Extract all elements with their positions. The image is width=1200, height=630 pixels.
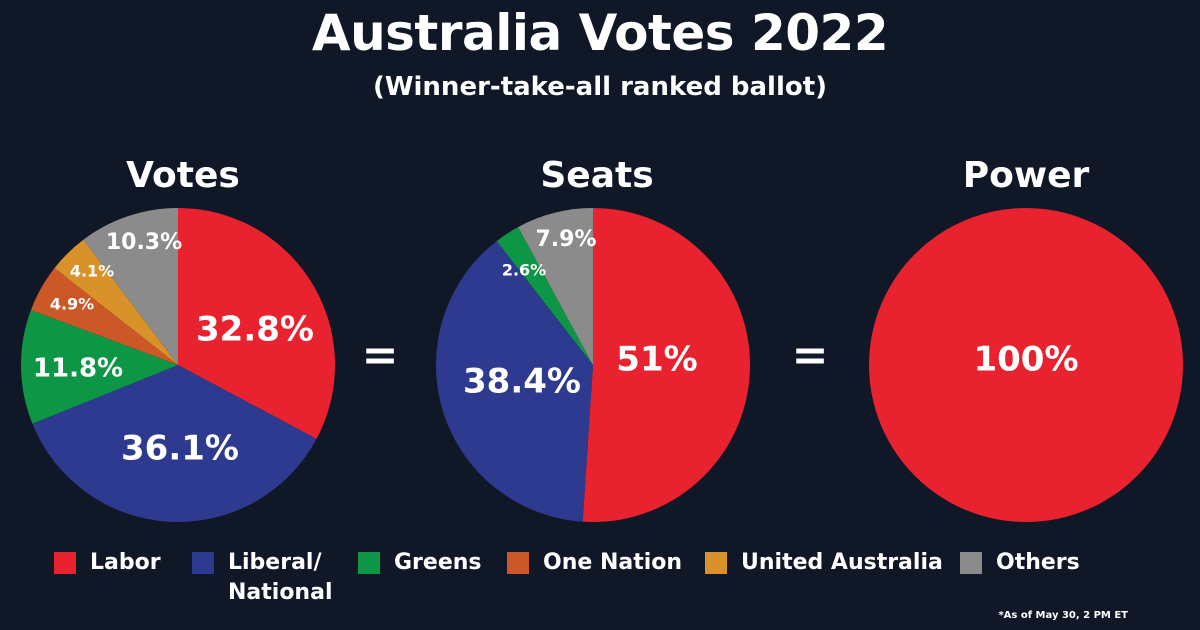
slice-label-others: 10.3%	[106, 230, 182, 255]
legend-swatch	[54, 552, 76, 574]
slice-label-others: 7.9%	[535, 227, 596, 252]
legend-item-others: Others	[960, 548, 1080, 578]
legend-swatch	[507, 552, 529, 574]
chart-title-votes: Votes	[126, 155, 240, 196]
slice-labor	[869, 208, 1183, 522]
slice-liberal-national	[32, 365, 317, 523]
slice-label-one-nation: 4.9%	[50, 295, 94, 314]
slice-label-labor: 100%	[973, 340, 1078, 380]
legend-item-greens: Greens	[358, 548, 482, 578]
legend-label: United Australia	[741, 550, 943, 575]
legend-swatch	[358, 552, 380, 574]
slice-label-labor: 32.8%	[196, 310, 314, 350]
legend-label: Labor	[90, 550, 161, 575]
footnote: *As of May 30, 2 PM ET	[998, 610, 1128, 621]
legend-item-liberal-national: Liberal/ National	[192, 548, 332, 608]
slice-labor	[178, 208, 335, 439]
slice-label-greens: 2.6%	[502, 261, 546, 280]
legend-item-labor: Labor	[54, 548, 161, 578]
slice-label-liberal-national: 38.4%	[463, 362, 581, 402]
page-title: Australia Votes 2022	[311, 4, 889, 62]
slice-greens	[20, 309, 178, 424]
slice-united-australia	[54, 239, 178, 365]
chart-title-seats: Seats	[540, 155, 653, 196]
equals-sign-2: =	[792, 330, 829, 381]
legend-item-one-nation: One Nation	[507, 548, 682, 578]
slice-label-united-australia: 4.1%	[70, 262, 114, 281]
slice-labor	[582, 208, 750, 522]
legend-swatch	[705, 552, 727, 574]
slice-label-labor: 51%	[616, 340, 697, 380]
pie-votes: Votes 32.8% 36.1% 11.8% 4.9% 4.1% 10.3%	[20, 155, 335, 523]
slice-greens	[496, 226, 593, 365]
slice-one-nation	[30, 267, 178, 365]
slice-others	[83, 208, 178, 365]
slice-label-greens: 11.8%	[33, 354, 123, 384]
slice-liberal-national	[435, 241, 593, 522]
legend-label: Greens	[394, 550, 482, 575]
pie-seats: Seats 51% 38.4% 2.6% 7.9%	[435, 155, 750, 522]
legend-item-united-australia: United Australia	[705, 548, 943, 578]
slice-others	[518, 208, 593, 365]
page-subtitle: (Winner-take-all ranked ballot)	[372, 72, 828, 102]
chart-title-power: Power	[963, 155, 1090, 196]
legend-swatch	[960, 552, 982, 574]
pie-power: Power 100%	[869, 155, 1183, 522]
legend-label: Others	[996, 550, 1080, 575]
legend-swatch	[192, 552, 214, 574]
equals-sign-1: =	[362, 330, 399, 381]
legend-label: One Nation	[543, 550, 683, 575]
legend-label: Liberal/ National	[228, 550, 333, 605]
slice-label-liberal-national: 36.1%	[121, 429, 239, 469]
